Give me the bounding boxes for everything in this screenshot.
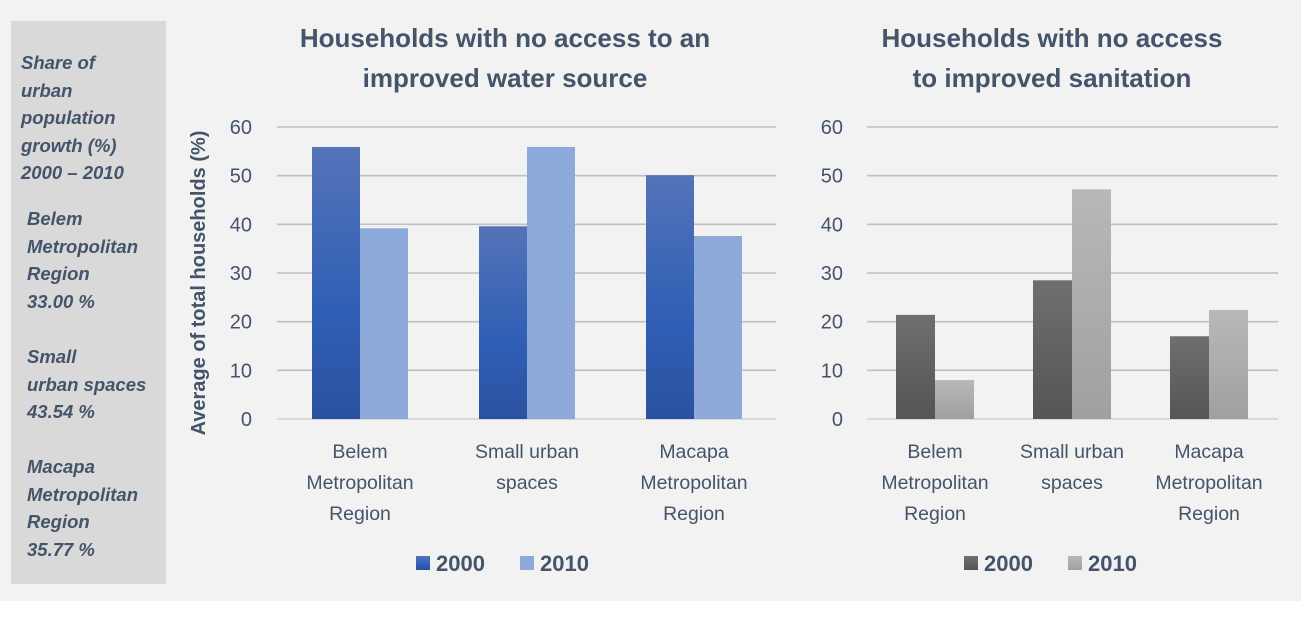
x-category-label: spaces xyxy=(496,472,558,494)
x-category-label: Metropolitan xyxy=(640,472,747,494)
legend-swatch xyxy=(1068,556,1082,570)
y-tick-label: 20 xyxy=(230,312,252,334)
y-tick-label: 30 xyxy=(230,263,252,285)
y-tick-label: 10 xyxy=(230,360,252,382)
panel-region-macapa: Macapa Metropolitan Region 35.77 % xyxy=(27,453,167,563)
panel-heading-line: urban xyxy=(21,79,73,101)
panel-region-line: Region xyxy=(27,263,90,284)
panel-region-line: Small xyxy=(27,346,77,367)
bar-2000-0 xyxy=(896,314,935,419)
panel-region-value: 35.77 % xyxy=(27,538,95,560)
x-category-label: Metropolitan xyxy=(881,472,988,494)
y-tick-label: 60 xyxy=(821,117,843,139)
panel-heading-line: Share of xyxy=(21,52,96,73)
panel-region-line: urban spaces xyxy=(27,373,147,395)
y-tick-label: 10 xyxy=(821,360,843,382)
urban-growth-panel: Share of urban population growth (%) 200… xyxy=(11,21,166,584)
y-tick-label: 60 xyxy=(230,117,252,139)
bar-2000-2 xyxy=(646,175,694,419)
panel-heading-line: growth (%) xyxy=(21,134,117,156)
panel-heading: Share of urban population growth (%) 200… xyxy=(21,49,166,187)
legend-label: 2010 xyxy=(1088,551,1137,576)
panel-region-line: Region xyxy=(27,511,90,532)
x-category-label: Metropolitan xyxy=(1155,472,1262,494)
panel-region-belem: Belem Metropolitan Region 33.00 % xyxy=(27,205,167,315)
bar-2010-1 xyxy=(527,146,575,419)
legend-label: 2000 xyxy=(984,551,1033,576)
y-tick-label: 50 xyxy=(230,166,252,188)
legend-swatch xyxy=(416,556,430,570)
x-category-label: Macapa xyxy=(1174,441,1244,463)
x-category-label: Belem xyxy=(332,441,387,463)
charts-svg: Households with no access to an improved … xyxy=(188,23,1278,576)
y-tick-label: 40 xyxy=(821,214,843,236)
x-category-label: Region xyxy=(904,503,966,525)
bar-2010-0 xyxy=(360,228,408,419)
bar-2010-2 xyxy=(1209,309,1248,419)
bar-2010-1 xyxy=(1072,189,1111,419)
y-tick-label: 30 xyxy=(821,263,843,285)
x-category-label: Metropolitan xyxy=(306,472,413,494)
x-category-label: Region xyxy=(663,503,725,525)
x-category-label: Macapa xyxy=(659,441,729,463)
panel-region-line: Macapa xyxy=(27,456,95,477)
x-category-label: Region xyxy=(329,503,391,525)
x-category-label: spaces xyxy=(1041,472,1103,494)
y-tick-label: 50 xyxy=(821,166,843,188)
y-axis-label: Average of total households (%) xyxy=(188,131,210,436)
y-tick-label: 0 xyxy=(832,409,843,431)
legend-swatch xyxy=(964,556,978,570)
panel-region-value: 43.54 % xyxy=(27,401,95,422)
bar-2000-1 xyxy=(479,226,527,419)
panel-region-value: 33.00 % xyxy=(27,290,95,312)
legend-label: 2000 xyxy=(436,551,485,576)
bar-2000-0 xyxy=(312,146,360,419)
panel-heading-line: 2000 – 2010 xyxy=(21,162,124,183)
bar-2010-0 xyxy=(935,380,974,419)
panel-region-line: Belem xyxy=(27,208,83,229)
bar-2000-1 xyxy=(1033,280,1072,419)
y-tick-label: 20 xyxy=(821,312,843,334)
bar-2010-2 xyxy=(694,236,742,419)
x-category-label: Region xyxy=(1178,503,1240,525)
x-category-label: Small urban xyxy=(475,441,579,463)
panel-heading-line: population xyxy=(21,107,116,128)
bar-2000-2 xyxy=(1170,336,1209,419)
chart-title-line: improved water source xyxy=(363,63,648,93)
chart-title-line: Households with no access to an xyxy=(300,23,710,53)
sanitation-chart: Households with no access to improved san… xyxy=(821,23,1278,576)
x-category-label: Belem xyxy=(907,441,962,463)
x-category-label: Small urban xyxy=(1020,441,1124,463)
water-source-chart: Households with no access to an improved … xyxy=(188,23,776,576)
y-tick-label: 0 xyxy=(241,409,252,431)
panel-region-line: Metropolitan xyxy=(27,235,138,257)
panel-region-line: Metropolitan xyxy=(27,483,138,505)
chart-title-line: Households with no access xyxy=(882,23,1223,53)
legend-swatch xyxy=(520,556,534,570)
legend-label: 2010 xyxy=(540,551,589,576)
y-tick-label: 40 xyxy=(230,214,252,236)
panel-region-small-urban: Small urban spaces 43.54 % xyxy=(27,343,167,426)
chart-title-line: to improved sanitation xyxy=(913,63,1192,93)
